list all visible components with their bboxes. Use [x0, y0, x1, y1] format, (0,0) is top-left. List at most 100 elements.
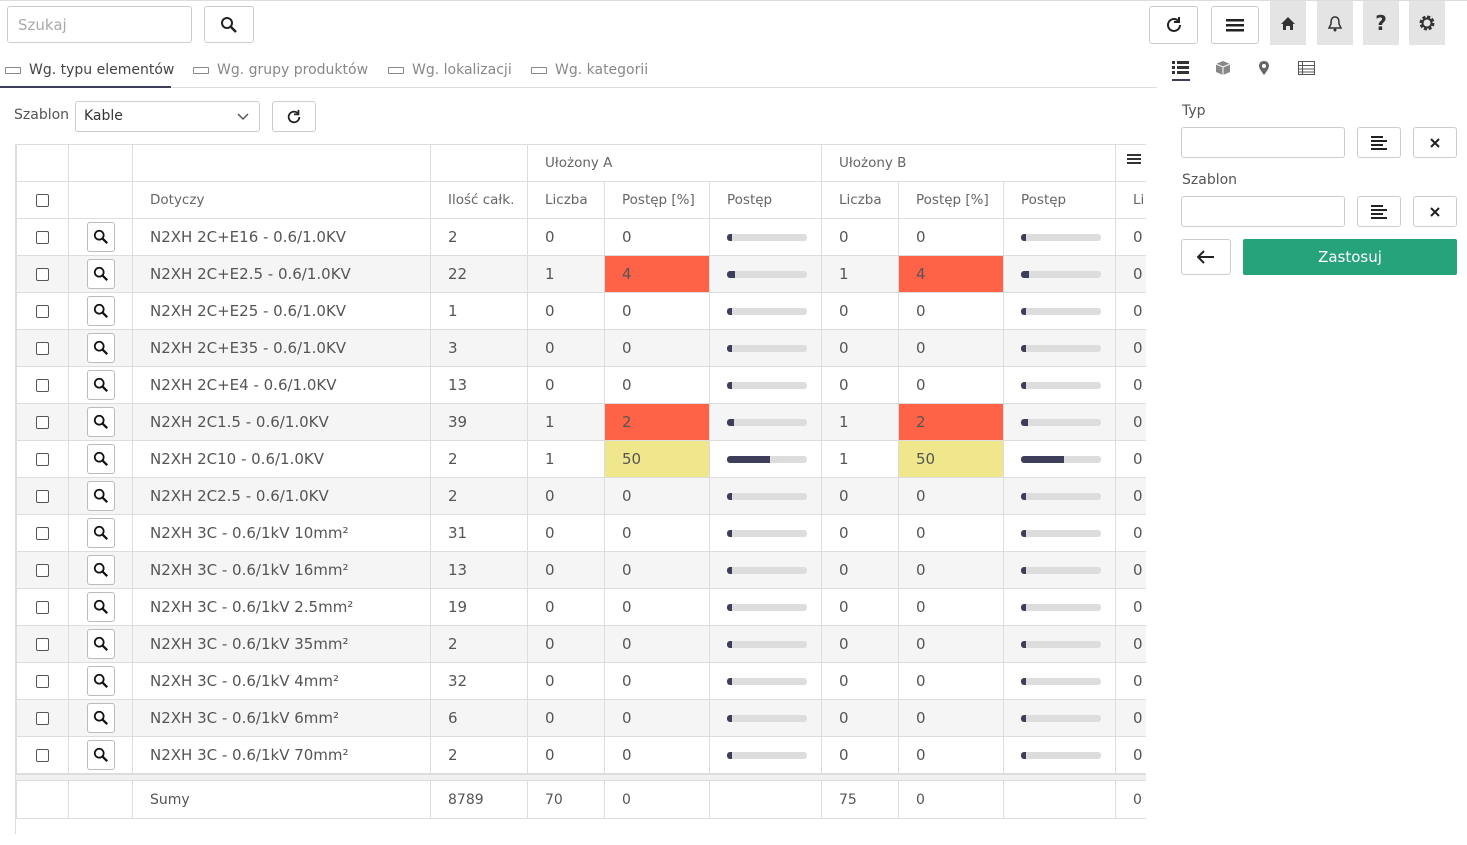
- progress-cell: [709, 588, 822, 626]
- checkbox[interactable]: [36, 342, 49, 355]
- field-input[interactable]: [1181, 127, 1345, 158]
- checkbox[interactable]: [36, 527, 49, 540]
- progress-track: [727, 566, 807, 574]
- details-button[interactable]: [86, 407, 115, 437]
- details-button[interactable]: [86, 703, 115, 733]
- details-button[interactable]: [86, 740, 115, 770]
- progress-cell: [1002, 329, 1117, 367]
- details-button[interactable]: [86, 333, 115, 363]
- name-cell: N2XH 3C - 0.6/1kV 10mm²: [132, 514, 431, 552]
- checkbox[interactable]: [36, 712, 49, 725]
- notifications-button[interactable]: [1317, 1, 1353, 45]
- header-cell: [68, 181, 133, 219]
- progress-cell: [709, 699, 822, 737]
- count-cell: 0: [527, 514, 605, 552]
- count-cell: 0: [1115, 551, 1146, 589]
- sidebar-icon-table[interactable]: [1298, 60, 1315, 80]
- details-button[interactable]: [86, 666, 115, 696]
- count-cell: 0: [821, 736, 899, 774]
- name-cell: N2XH 3C - 0.6/1kV 2.5mm²: [132, 588, 431, 626]
- checkbox[interactable]: [36, 601, 49, 614]
- checkbox[interactable]: [36, 675, 49, 688]
- checkbox[interactable]: [36, 453, 49, 466]
- progress-cell: [709, 625, 822, 663]
- field-pick-button[interactable]: [1357, 196, 1401, 227]
- checkbox[interactable]: [36, 193, 49, 207]
- details-button[interactable]: [86, 259, 115, 289]
- tab[interactable]: Wg. lokalizacji: [388, 59, 512, 81]
- percent-cell: 2: [604, 403, 710, 441]
- apply-button[interactable]: Zastosuj: [1243, 239, 1457, 275]
- checkbox[interactable]: [36, 231, 49, 244]
- details-button[interactable]: [86, 555, 115, 585]
- tab[interactable]: Wg. kategorii: [531, 59, 648, 81]
- field-pick-button[interactable]: [1357, 127, 1401, 158]
- details-button[interactable]: [86, 444, 115, 474]
- sidebar-icon-box[interactable]: [1215, 60, 1231, 80]
- checkbox[interactable]: [36, 268, 49, 281]
- details-button[interactable]: [86, 592, 115, 622]
- total-cell: 39: [430, 403, 528, 441]
- checkbox-cell: [16, 292, 69, 330]
- field-clear-button[interactable]: [1413, 127, 1457, 158]
- progress-track: [1021, 307, 1101, 315]
- refresh-button[interactable]: [1149, 6, 1198, 44]
- table-container: Ułożony A Ułożony B Dotyczy Ilość całk. Licz…: [15, 144, 1146, 834]
- tab-icon: [531, 66, 547, 74]
- details-button[interactable]: [86, 481, 115, 511]
- action-cell: [68, 477, 133, 515]
- checkbox-cell: [16, 477, 69, 515]
- field-input[interactable]: [1181, 196, 1345, 227]
- table-row: N2XH 2C10 - 0.6/1.0KV 2 1 50 1 50 0: [16, 440, 1146, 478]
- checkbox-cell: [16, 588, 69, 626]
- details-button[interactable]: [86, 518, 115, 548]
- details-button[interactable]: [86, 629, 115, 659]
- home-button[interactable]: [1270, 1, 1306, 45]
- name-cell: N2XH 2C+E16 - 0.6/1.0KV: [132, 218, 431, 256]
- total-cell: 31: [430, 514, 528, 552]
- progress-cell: [1002, 403, 1117, 441]
- template-refresh-button[interactable]: [272, 101, 316, 132]
- checkbox[interactable]: [36, 416, 49, 429]
- sidebar-icon-location[interactable]: [1258, 60, 1270, 80]
- checkbox[interactable]: [36, 564, 49, 577]
- checkbox-cell: [16, 255, 69, 293]
- checkbox[interactable]: [36, 638, 49, 651]
- checkbox[interactable]: [36, 749, 49, 762]
- checkbox[interactable]: [36, 490, 49, 503]
- field-clear-button[interactable]: [1413, 196, 1457, 227]
- action-cell: [68, 514, 133, 552]
- checkbox-cell: [16, 736, 69, 774]
- help-button[interactable]: ?: [1363, 1, 1399, 45]
- progress-track: [727, 640, 807, 648]
- settings-button[interactable]: [1409, 1, 1445, 45]
- group-header: Ułożony B: [820, 144, 1117, 182]
- checkbox[interactable]: [36, 305, 49, 318]
- tab[interactable]: Wg. grupy produktów: [193, 59, 368, 81]
- checkbox[interactable]: [36, 379, 49, 392]
- details-button[interactable]: [86, 370, 115, 400]
- tab-icon: [5, 66, 21, 74]
- column-header: Postęp: [709, 181, 822, 219]
- sidebar-icon-list[interactable]: [1172, 60, 1189, 80]
- template-select[interactable]: Kable: [75, 101, 260, 132]
- progress-track: [1021, 714, 1101, 722]
- back-button[interactable]: [1181, 239, 1231, 275]
- percent-cell: 0: [898, 625, 1004, 663]
- details-button[interactable]: [86, 222, 115, 252]
- search-input[interactable]: Szukaj: [7, 6, 192, 43]
- percent-cell: 2: [898, 403, 1004, 441]
- search-button[interactable]: [204, 6, 254, 43]
- menu-button[interactable]: [1211, 6, 1259, 44]
- details-button[interactable]: [86, 296, 115, 326]
- tab[interactable]: Wg. typu elementów: [5, 59, 174, 81]
- column-menu-button[interactable]: [1123, 147, 1145, 171]
- count-cell: 0: [1115, 366, 1146, 404]
- percent-cell: 0: [604, 366, 710, 404]
- count-cell: 0: [527, 551, 605, 589]
- action-cell: [68, 292, 133, 330]
- count-cell: 1: [527, 403, 605, 441]
- progress-cell: [1002, 292, 1117, 330]
- progress-cell: [709, 403, 822, 441]
- group-header-row: Ułożony A Ułożony B: [16, 144, 1146, 182]
